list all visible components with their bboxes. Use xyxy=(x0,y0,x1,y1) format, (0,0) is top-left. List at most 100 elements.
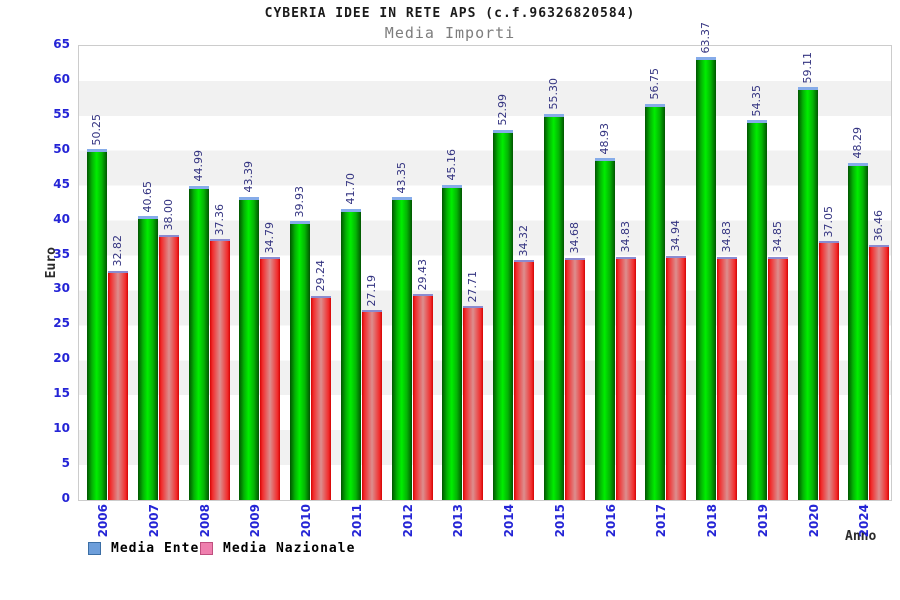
bar-value-label: 48.29 xyxy=(851,127,865,159)
bar-media-ente-2012 xyxy=(391,197,412,500)
legend-item-media-nazionale: Media Nazionale xyxy=(200,541,355,556)
y-tick-label: 10 xyxy=(53,421,70,436)
bar-value-label: 32.82 xyxy=(111,235,124,267)
y-tick-label: 55 xyxy=(53,106,70,121)
bar-media-ente-2006 xyxy=(87,149,107,500)
x-tick-label: 2011 xyxy=(349,504,364,538)
bar-value-label: 37.36 xyxy=(212,203,226,236)
bar-media-nazionale-2015 xyxy=(564,257,585,500)
bar-value-label: 43.35 xyxy=(394,161,408,194)
x-axis-title: Anno xyxy=(845,529,877,544)
bar-value-label: 27.19 xyxy=(364,274,378,307)
x-tick-label: 2024 xyxy=(857,504,872,538)
chart-subtitle: Media Importi xyxy=(384,24,516,42)
bar-media-nazionale-2016 xyxy=(615,256,636,500)
bar-value-label: 37.05 xyxy=(821,205,835,238)
bar-value-label: 34.83 xyxy=(618,221,632,253)
y-tick-label: 60 xyxy=(53,71,70,86)
bar-value-label: 44.99 xyxy=(191,150,205,182)
bar-media-ente-2020 xyxy=(797,87,818,500)
y-tick-label: 0 xyxy=(61,491,70,505)
y-tick-label: 35 xyxy=(53,246,70,261)
x-tick-label: 2017 xyxy=(654,504,669,538)
y-tick-label: 20 xyxy=(53,351,70,366)
bar-value-label: 54.35 xyxy=(749,84,763,117)
bar-media-ente-2007 xyxy=(137,216,158,500)
x-tick-label: 2018 xyxy=(705,504,719,538)
y-tick-label: 40 xyxy=(53,211,70,226)
bar-value-label: 34.83 xyxy=(720,221,733,253)
bar-value-label: 50.25 xyxy=(90,113,103,146)
bar-media-ente-2011 xyxy=(340,208,361,500)
bar-value-label: 45.16 xyxy=(445,149,459,181)
bar-value-label: 41.70 xyxy=(343,173,357,205)
bar-media-nazionale-2017 xyxy=(666,255,687,500)
bar-media-nazionale-2009 xyxy=(260,257,281,500)
legend-item-media-ente: Media Ente xyxy=(88,541,199,556)
bar-value-label: 29.24 xyxy=(314,260,327,292)
bar-value-label: 36.46 xyxy=(872,209,886,242)
bar-value-label: 48.93 xyxy=(597,122,611,155)
x-tick-label: 2020 xyxy=(806,504,821,538)
bar-value-label: 34.32 xyxy=(517,224,530,257)
bar-media-nazionale-2024 xyxy=(869,245,890,500)
legend-label: Media Ente xyxy=(111,541,200,556)
bar-media-nazionale-2011 xyxy=(361,310,382,500)
bar-media-ente-2010 xyxy=(290,221,310,500)
legend-swatch-blue-icon xyxy=(88,542,101,555)
bar-value-label: 34.94 xyxy=(669,220,683,252)
x-tick-label: 2012 xyxy=(400,504,415,538)
x-tick-label: 2010 xyxy=(299,504,313,538)
x-tick-label: 2013 xyxy=(451,504,466,538)
legend-swatch-pink-icon xyxy=(200,542,213,555)
y-tick-label: 5 xyxy=(61,456,70,471)
bar-value-label: 55.30 xyxy=(546,78,560,110)
bar-value-label: 34.79 xyxy=(263,221,277,254)
bar-value-label: 34.68 xyxy=(567,222,581,254)
bar-media-ente-2019 xyxy=(746,120,767,500)
x-tick-label: 2016 xyxy=(603,504,618,538)
bar-value-label: 39.93 xyxy=(293,185,306,218)
bar-media-nazionale-2006 xyxy=(108,270,128,500)
chart-title: CYBERIA IDEE IN RETE APS (c.f.9632682058… xyxy=(264,6,636,21)
x-tick-label: 2009 xyxy=(248,504,263,538)
bar-value-label: 59.11 xyxy=(800,51,814,84)
bar-media-nazionale-2019 xyxy=(767,256,788,500)
bar-value-label: 43.39 xyxy=(242,161,256,193)
bar-media-nazionale-2007 xyxy=(158,234,179,500)
bar-value-label: 56.75 xyxy=(648,68,662,100)
bar-media-nazionale-2010 xyxy=(311,295,331,500)
bar-media-nazionale-2008 xyxy=(209,239,230,500)
bar-media-nazionale-2014 xyxy=(514,260,534,500)
bar-value-label: 38.00 xyxy=(161,199,175,231)
y-tick-label: 45 xyxy=(53,176,70,191)
bar-media-nazionale-2013 xyxy=(463,306,484,500)
y-tick-label: 65 xyxy=(53,37,70,51)
bar-media-ente-2018 xyxy=(696,57,716,500)
bar-value-label: 63.37 xyxy=(699,21,712,54)
x-tick-label: 2006 xyxy=(96,504,110,538)
x-tick-label: 2015 xyxy=(552,504,567,538)
x-tick-label: 2014 xyxy=(502,504,516,538)
bar-value-label: 29.43 xyxy=(415,258,429,291)
bar-media-ente-2008 xyxy=(188,185,209,500)
y-tick-label: 15 xyxy=(53,386,70,401)
bar-value-label: 40.65 xyxy=(140,180,154,213)
bar-media-nazionale-2020 xyxy=(818,241,839,500)
y-tick-label: 25 xyxy=(53,316,70,331)
bar-media-nazionale-2012 xyxy=(412,294,433,500)
bar-media-ente-2016 xyxy=(594,158,615,500)
bar-value-label: 34.85 xyxy=(770,221,784,253)
bar-media-ente-2017 xyxy=(645,103,666,500)
plot-area: 50.25 32.82 40.65 38.00 44.99 37.36 43.39 34.79… xyxy=(78,22,892,501)
bar-media-ente-2013 xyxy=(442,184,463,500)
x-tick-label: 2008 xyxy=(197,504,212,538)
bar-media-nazionale-2018 xyxy=(717,256,737,500)
x-tick-label: 2019 xyxy=(755,504,770,538)
x-tick-label: 2007 xyxy=(146,504,161,538)
bar-value-label: 27.71 xyxy=(466,270,480,303)
y-tick-label: 30 xyxy=(53,281,70,296)
bar-media-ente-2009 xyxy=(239,196,260,500)
bar-value-label: 52.99 xyxy=(496,94,509,126)
